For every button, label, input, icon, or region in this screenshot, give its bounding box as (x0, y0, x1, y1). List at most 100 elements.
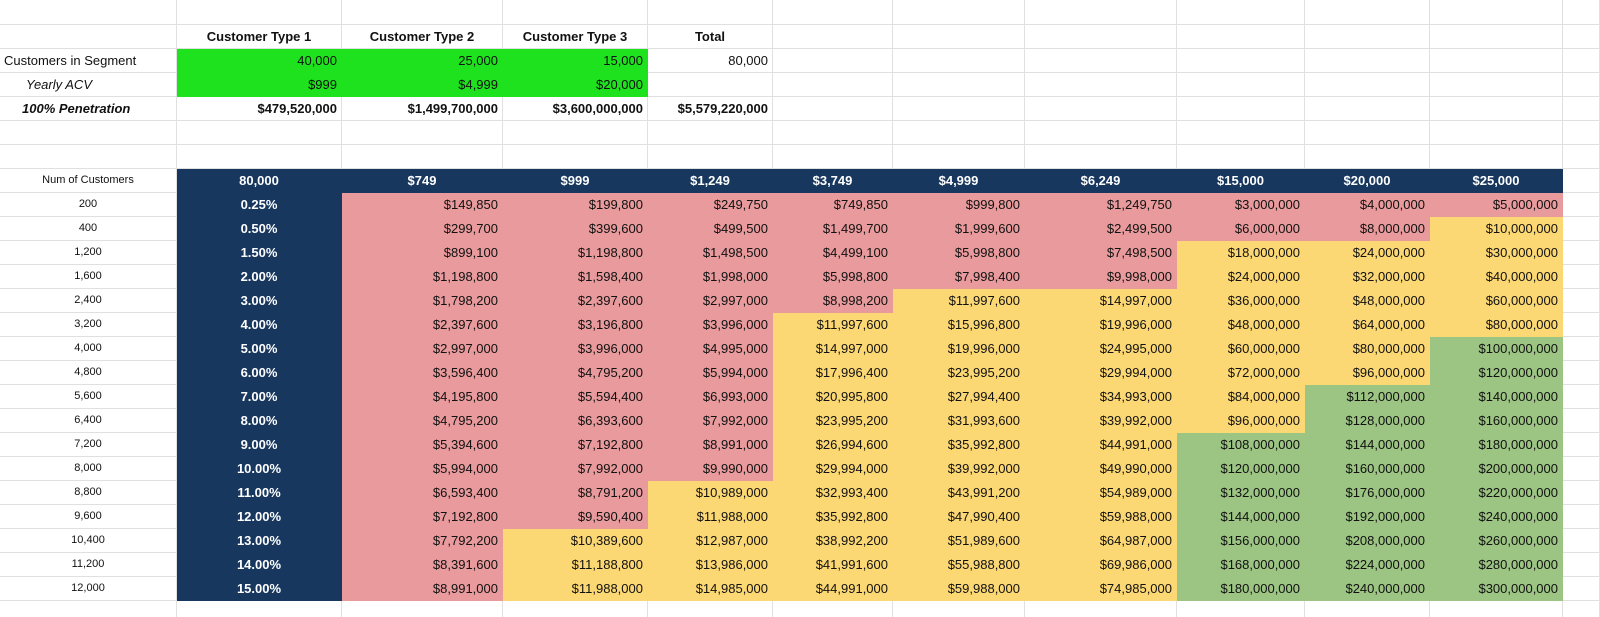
revenue-cell[interactable]: $149,850 (342, 193, 503, 217)
cell[interactable] (893, 97, 1025, 121)
cell[interactable] (1563, 169, 1600, 193)
cell[interactable] (177, 121, 342, 145)
revenue-cell[interactable]: $44,991,000 (1025, 433, 1177, 457)
value-cell[interactable]: $1,499,700,000 (342, 97, 503, 121)
revenue-cell[interactable]: $100,000,000 (1430, 337, 1563, 361)
revenue-cell[interactable]: $96,000,000 (1305, 361, 1430, 385)
revenue-cell[interactable]: $144,000,000 (1305, 433, 1430, 457)
cell[interactable] (1177, 601, 1305, 617)
customer-count[interactable]: 11,200 (0, 553, 177, 577)
value-cell[interactable]: 25,000 (342, 49, 503, 73)
cell[interactable] (1563, 481, 1600, 505)
cell[interactable] (773, 0, 893, 25)
cell[interactable] (1430, 601, 1563, 617)
cell[interactable] (1563, 0, 1600, 25)
customer-count[interactable]: 6,400 (0, 409, 177, 433)
revenue-cell[interactable]: $64,000,000 (1305, 313, 1430, 337)
revenue-cell[interactable]: $8,991,000 (648, 433, 773, 457)
revenue-cell[interactable]: $3,596,400 (342, 361, 503, 385)
cell[interactable] (1305, 0, 1430, 25)
customer-count[interactable]: 12,000 (0, 577, 177, 601)
cell[interactable] (893, 25, 1025, 49)
revenue-cell[interactable]: $15,996,800 (893, 313, 1025, 337)
revenue-cell[interactable]: $5,594,400 (503, 385, 648, 409)
customer-count[interactable]: 10,400 (0, 529, 177, 553)
revenue-cell[interactable]: $23,995,200 (773, 409, 893, 433)
cell[interactable] (1563, 577, 1600, 601)
penetration[interactable]: 3.00% (177, 289, 342, 313)
revenue-cell[interactable]: $6,000,000 (1177, 217, 1305, 241)
price-header[interactable]: $4,999 (893, 169, 1025, 193)
cell[interactable] (1563, 505, 1600, 529)
cell[interactable] (1563, 217, 1600, 241)
revenue-cell[interactable]: $14,985,000 (648, 577, 773, 601)
value-cell[interactable]: $3,600,000,000 (503, 97, 648, 121)
revenue-cell[interactable]: $5,998,800 (893, 241, 1025, 265)
revenue-cell[interactable]: $120,000,000 (1430, 361, 1563, 385)
revenue-cell[interactable]: $80,000,000 (1305, 337, 1430, 361)
revenue-cell[interactable]: $48,000,000 (1177, 313, 1305, 337)
cell[interactable] (1305, 49, 1430, 73)
revenue-cell[interactable]: $3,000,000 (1177, 193, 1305, 217)
customer-count[interactable]: 5,600 (0, 385, 177, 409)
cell[interactable] (1025, 121, 1177, 145)
cell[interactable] (1563, 49, 1600, 73)
cell[interactable] (1430, 121, 1563, 145)
cell[interactable] (342, 121, 503, 145)
revenue-cell[interactable]: $34,993,000 (1025, 385, 1177, 409)
value-cell[interactable]: $4,999 (342, 73, 503, 97)
revenue-cell[interactable]: $96,000,000 (1177, 409, 1305, 433)
revenue-cell[interactable]: $1,598,400 (503, 265, 648, 289)
cell[interactable] (503, 0, 648, 25)
penetration[interactable]: 1.50% (177, 241, 342, 265)
revenue-cell[interactable]: $59,988,000 (1025, 505, 1177, 529)
revenue-cell[interactable]: $240,000,000 (1430, 505, 1563, 529)
price-header[interactable]: $999 (503, 169, 648, 193)
revenue-cell[interactable]: $11,997,600 (893, 289, 1025, 313)
cell[interactable] (1025, 49, 1177, 73)
revenue-cell[interactable]: $13,986,000 (648, 553, 773, 577)
revenue-cell[interactable]: $4,795,200 (342, 409, 503, 433)
customer-count[interactable]: 9,600 (0, 505, 177, 529)
revenue-cell[interactable]: $18,000,000 (1177, 241, 1305, 265)
revenue-cell[interactable]: $40,000,000 (1430, 265, 1563, 289)
value-cell[interactable]: 80,000 (648, 49, 773, 73)
penetration[interactable]: 12.00% (177, 505, 342, 529)
revenue-cell[interactable]: $144,000,000 (1177, 505, 1305, 529)
revenue-cell[interactable]: $5,998,800 (773, 265, 893, 289)
cell[interactable] (1563, 553, 1600, 577)
revenue-cell[interactable]: $6,593,400 (342, 481, 503, 505)
cell[interactable] (503, 145, 648, 169)
revenue-cell[interactable]: $24,995,000 (1025, 337, 1177, 361)
cell[interactable] (648, 0, 773, 25)
value-cell[interactable]: 40,000 (177, 49, 342, 73)
penetration[interactable]: 14.00% (177, 553, 342, 577)
revenue-cell[interactable]: $1,198,800 (342, 265, 503, 289)
revenue-cell[interactable]: $55,988,800 (893, 553, 1025, 577)
customer-count[interactable]: 3,200 (0, 313, 177, 337)
revenue-cell[interactable]: $11,988,000 (503, 577, 648, 601)
cell[interactable] (648, 601, 773, 617)
revenue-cell[interactable]: $3,196,800 (503, 313, 648, 337)
revenue-cell[interactable]: $10,000,000 (1430, 217, 1563, 241)
revenue-cell[interactable]: $19,996,000 (1025, 313, 1177, 337)
cell[interactable] (773, 73, 893, 97)
cell[interactable] (1025, 145, 1177, 169)
revenue-cell[interactable]: $12,987,000 (648, 529, 773, 553)
price-header[interactable]: $6,249 (1025, 169, 1177, 193)
penetration[interactable]: 4.00% (177, 313, 342, 337)
revenue-cell[interactable]: $1,198,800 (503, 241, 648, 265)
customer-count[interactable]: 8,000 (0, 457, 177, 481)
revenue-cell[interactable]: $9,998,000 (1025, 265, 1177, 289)
cell[interactable] (342, 145, 503, 169)
cell[interactable] (1563, 601, 1600, 617)
revenue-cell[interactable]: $69,986,000 (1025, 553, 1177, 577)
revenue-cell[interactable]: $8,791,200 (503, 481, 648, 505)
revenue-cell[interactable]: $280,000,000 (1430, 553, 1563, 577)
revenue-cell[interactable]: $2,397,600 (342, 313, 503, 337)
revenue-cell[interactable]: $168,000,000 (1177, 553, 1305, 577)
revenue-cell[interactable]: $120,000,000 (1177, 457, 1305, 481)
price-header[interactable]: $3,749 (773, 169, 893, 193)
revenue-cell[interactable]: $140,000,000 (1430, 385, 1563, 409)
revenue-cell[interactable]: $20,995,800 (773, 385, 893, 409)
